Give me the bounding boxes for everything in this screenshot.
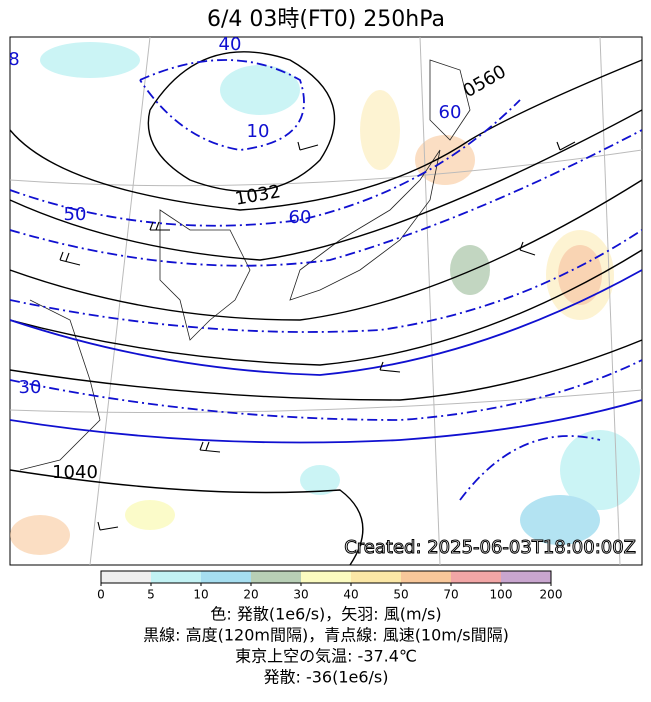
contour-label: 60: [439, 102, 462, 123]
caption-line: 黒線: 高度(120m間隔)，青点線: 風速(10m/s間隔): [143, 626, 509, 645]
colorbar-segment: [251, 571, 301, 583]
colorbar-segment: [101, 571, 151, 583]
colorbar-segment: [201, 571, 251, 583]
contour-label: 60: [289, 207, 312, 228]
colorbar-segment: [501, 571, 551, 583]
colorbar-segment: [401, 571, 451, 583]
caption-line: 東京上空の気温: -37.4℃: [235, 647, 417, 666]
colorbar-tick-label: 20: [243, 588, 258, 602]
colorbar-tick-label: 100: [490, 588, 513, 602]
colorbar-tick-label: 50: [393, 588, 408, 602]
contour-label: 40: [219, 34, 242, 55]
contour-label: 50: [64, 204, 87, 225]
colorbar-tick-label: 30: [293, 588, 308, 602]
colorbar-tick-label: 0: [97, 588, 105, 602]
colorbar: 0 5 10 20 30 40 50 70 100 200: [97, 570, 563, 602]
map: 40 10 1032 0560 60 50 60 30 1040 8 Creat…: [8, 34, 643, 566]
colorbar-frame: [100, 570, 552, 584]
colorbar-tick-label: 10: [193, 588, 208, 602]
caption-line: 色: 発散(1e6/s)，矢羽: 風(m/s): [210, 605, 441, 624]
created-stamp: Created: 2025-06-03T18:00:00Z: [344, 537, 636, 558]
contour-label: 1040: [52, 462, 98, 483]
title: 6/4 03時(FT0) 250hPa: [207, 7, 445, 32]
contour-label: 8: [8, 49, 19, 70]
colorbar-segment: [301, 571, 351, 583]
colorbar-tick-label: 200: [540, 588, 563, 602]
contour-label: 30: [19, 377, 42, 398]
colorbar-tick-label: 40: [343, 588, 358, 602]
colorbar-tick-label: 5: [147, 588, 155, 602]
caption: 色: 発散(1e6/s)，矢羽: 風(m/s) 黒線: 高度(120m間隔)，青点…: [143, 605, 509, 687]
colorbar-segment: [351, 571, 401, 583]
colorbar-segment: [151, 571, 201, 583]
contour-label: 10: [247, 121, 270, 142]
colorbar-tick-label: 70: [443, 588, 458, 602]
colorbar-segment: [451, 571, 501, 583]
caption-line: 発散: -36(1e6/s): [263, 668, 388, 687]
